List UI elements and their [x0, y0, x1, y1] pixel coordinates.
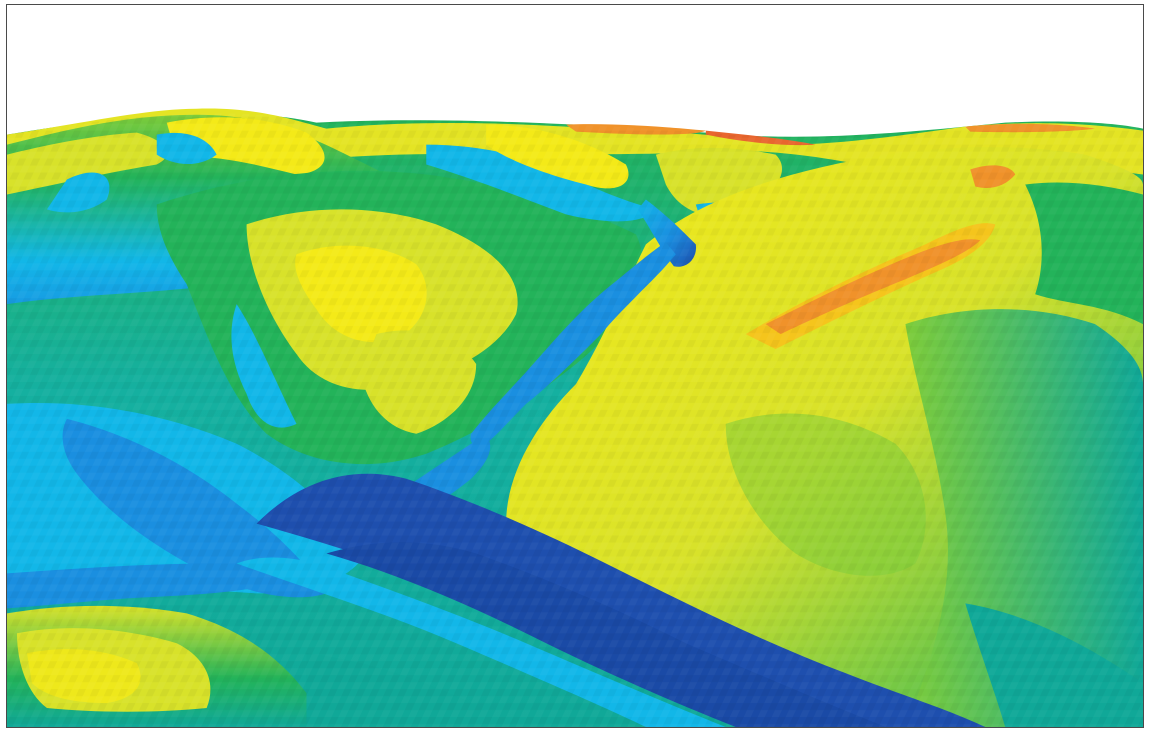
terrain-pixel-texture: [7, 113, 1143, 727]
terrain-render: [7, 108, 1143, 727]
terrain-figure-frame: [6, 4, 1144, 728]
